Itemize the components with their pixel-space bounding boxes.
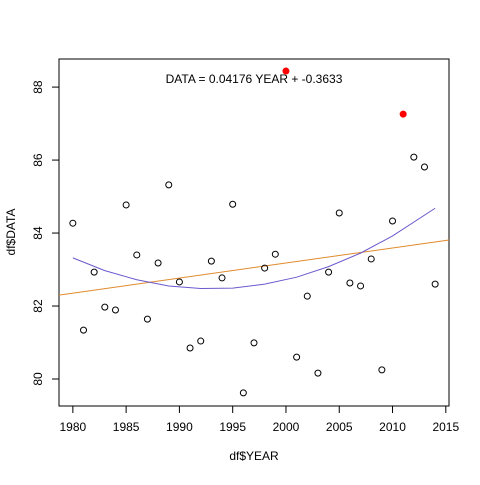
data-point (335, 209, 343, 217)
data-point (229, 200, 237, 208)
data-point (250, 339, 258, 347)
data-point (154, 259, 162, 267)
y-tick-label: 86 (31, 153, 45, 167)
x-tick-label: 2000 (273, 420, 300, 434)
y-axis-label: df$DATA (4, 209, 18, 256)
data-point (207, 257, 215, 265)
data-point (431, 280, 439, 288)
data-point (133, 251, 141, 259)
data-point (90, 268, 98, 276)
data-point (420, 163, 428, 171)
data-point (261, 264, 269, 272)
y-tick-label: 80 (31, 372, 45, 386)
y-tick-label: 84 (31, 226, 45, 240)
data-point (325, 268, 333, 276)
data-point (143, 315, 151, 323)
x-tick-label: 2010 (379, 420, 406, 434)
data-point (186, 344, 194, 352)
y-tick-label: 82 (31, 299, 45, 313)
annotation: DATA = 0.04176 YEAR + -0.3633 (166, 72, 343, 86)
x-tick-label: 1985 (113, 420, 140, 434)
data-point (389, 217, 397, 225)
data-point (282, 67, 290, 75)
data-point (122, 201, 130, 209)
data-point (378, 366, 386, 374)
data-point (410, 153, 418, 161)
x-tick-label: 1990 (166, 420, 193, 434)
fit-line (58, 239, 450, 296)
data-point (101, 303, 109, 311)
data-point (346, 279, 354, 287)
data-point (80, 326, 88, 334)
data-point (165, 181, 173, 189)
data-point (218, 274, 226, 282)
x-axis-label: df$YEAR (229, 449, 279, 463)
data-point (314, 369, 322, 377)
x-tick-label: 2015 (432, 420, 459, 434)
data-point (239, 389, 247, 397)
data-point (399, 110, 407, 118)
data-point (303, 292, 311, 300)
x-tick-label: 1995 (219, 420, 246, 434)
data-point (293, 353, 301, 361)
data-point (197, 337, 205, 345)
x-tick-label: 1980 (60, 420, 87, 434)
data-point (367, 255, 375, 263)
fit-line (72, 207, 436, 290)
plot-frame (58, 58, 450, 407)
x-tick-label: 2005 (326, 420, 353, 434)
data-point (111, 306, 119, 314)
data-point (357, 282, 365, 290)
data-point (175, 278, 183, 286)
y-tick-label: 88 (31, 80, 45, 94)
data-point (69, 219, 77, 227)
data-point (271, 250, 279, 258)
